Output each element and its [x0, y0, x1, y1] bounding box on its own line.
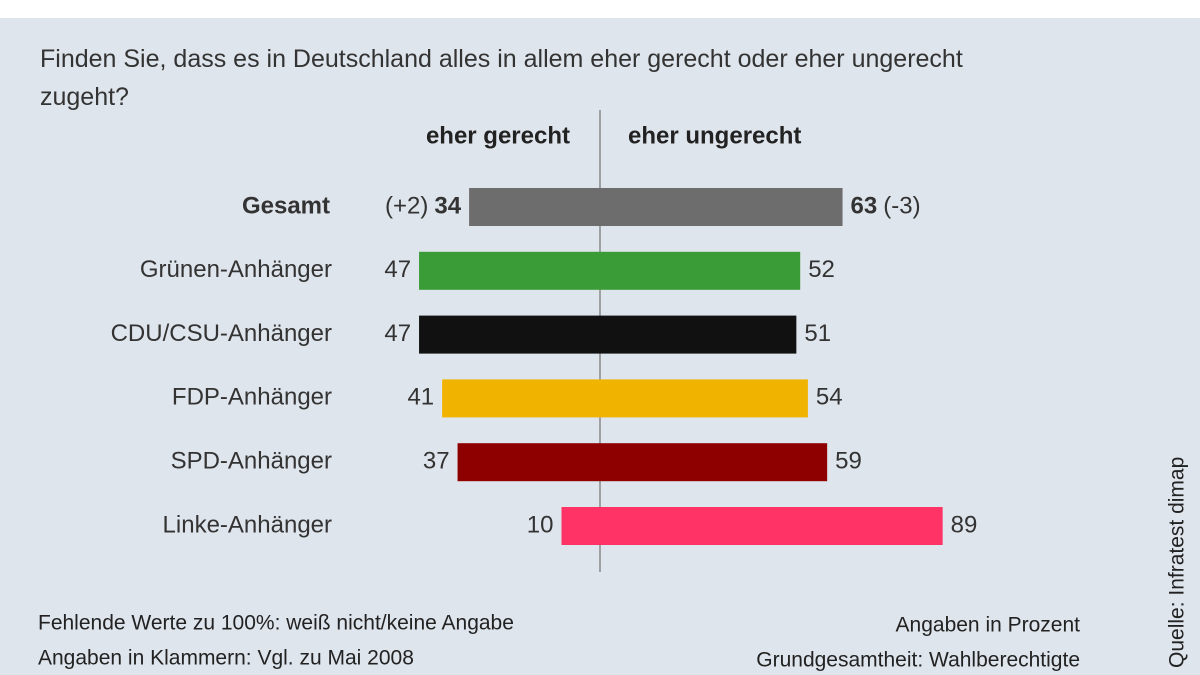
category-label: SPD-Anhänger [171, 448, 332, 475]
bar [600, 251, 801, 290]
question-line-1: Finden Sie, dass es in Deutschland alles… [40, 45, 963, 111]
note: Fehlende Werte zu 100%: weiß nicht/keine… [38, 612, 514, 635]
series-header: eher gerecht [426, 122, 570, 149]
change-label: (+2) [385, 192, 428, 219]
bar [442, 379, 600, 418]
bar [600, 507, 943, 545]
series-header: eher ungerecht [628, 122, 801, 149]
bar [419, 251, 600, 290]
bar [561, 507, 600, 545]
category-label: Linke-Anhänger [163, 511, 332, 538]
bar [469, 188, 600, 226]
category-label: Grünen-Anhänger [140, 256, 332, 283]
bar [419, 315, 600, 354]
category-label: CDU/CSU-Anhänger [111, 320, 332, 347]
value-label: 41 [407, 384, 434, 411]
value-label: 47 [384, 256, 411, 283]
value-label: 59 [835, 448, 862, 475]
value-label: 52 [808, 256, 835, 283]
top-strip [0, 0, 1200, 18]
bar [600, 443, 828, 482]
value-label: 10 [527, 511, 554, 538]
category-label: FDP-Anhänger [172, 384, 332, 411]
value-label: 37 [423, 448, 450, 475]
population-note: Grundgesamtheit: Wahlberechtigte [756, 649, 1080, 672]
value-label: 89 [951, 511, 978, 538]
change-label: (-3) [883, 192, 920, 219]
value-label: 47 [384, 320, 411, 347]
value-label: 63 [851, 192, 878, 219]
bar [457, 443, 600, 482]
unit-note: Angaben in Prozent [896, 614, 1081, 637]
category-label: Gesamt [242, 192, 330, 219]
bar [600, 379, 808, 418]
value-label: 54 [816, 384, 843, 411]
source: Quelle: Infratest dimap [1166, 457, 1189, 668]
value-label: 34 [434, 192, 461, 219]
note: Angaben in Klammern: Vgl. zu Mai 2008 [38, 647, 414, 670]
value-label: 51 [804, 320, 831, 347]
bar [600, 188, 843, 226]
bar [600, 315, 797, 354]
